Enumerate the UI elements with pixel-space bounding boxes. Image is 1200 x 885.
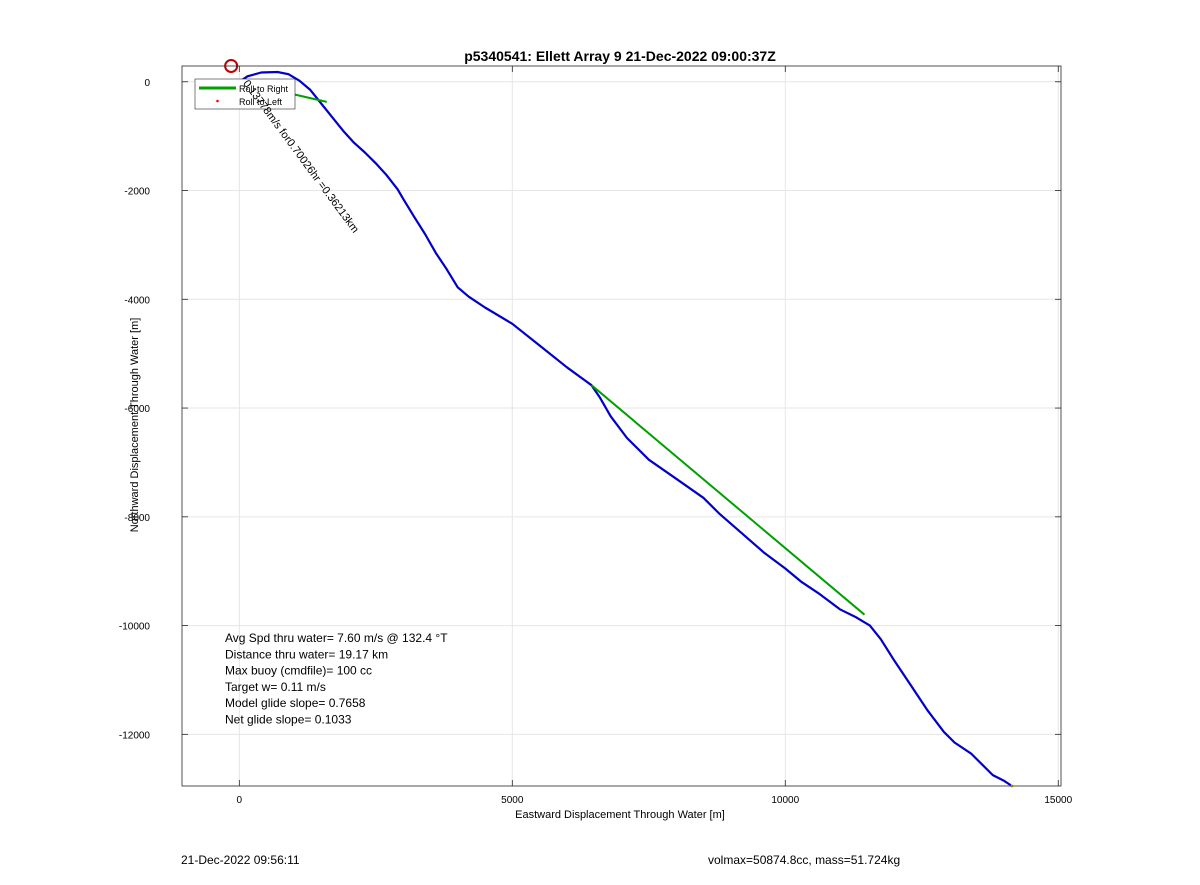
stats-line: Max buoy (cmdfile)= 100 cc	[225, 664, 372, 678]
x-tick-label: 10000	[771, 795, 799, 806]
y-tick-label: 0	[144, 78, 150, 89]
stats-line: Distance thru water= 19.17 km	[225, 647, 388, 661]
stats-line: Avg Spd thru water= 7.60 m/s @ 132.4 °T	[225, 631, 448, 645]
legend-box	[194, 78, 296, 110]
y-tick-label: -2000	[124, 187, 150, 198]
series-line-0	[238, 70, 1013, 787]
legend-swatch-roll-left	[216, 99, 219, 103]
stats-text: Avg Spd thru water= 7.60 m/s @ 132.4 °T D…	[225, 631, 448, 727]
y-tick-label: -4000	[124, 295, 150, 306]
x-axis-label: Eastward Displacement Through Water [m]	[515, 809, 725, 821]
tick-layer: 0 5000 10000 15000 0 -2000 -4000 -6000 -8000 -100…	[119, 66, 1073, 806]
y-axis-label: Northward Displacement Through Water [m]	[129, 318, 141, 533]
stats-line: Target w= 0.11 m/s	[225, 680, 326, 694]
legend: Roll to Right Roll to Left	[194, 78, 296, 110]
stats-line: Net glide slope= 0.1033	[225, 713, 352, 727]
x-tick-label: 0	[237, 795, 243, 806]
y-tick-label: -10000	[119, 622, 151, 633]
series-layer	[238, 70, 1013, 787]
annotation-layer: 0.13778m/s for0.70026hr =0.36213km	[240, 78, 361, 235]
x-tick-label: 15000	[1044, 795, 1072, 806]
chart-title: p5340541: Ellett Array 9 21-Dec-2022 09:…	[464, 48, 776, 64]
series-line-2	[590, 384, 866, 616]
footer-info: volmax=50874.8cc, mass=51.724kg	[708, 853, 901, 867]
stats-line: Model glide slope= 0.7658	[225, 696, 366, 710]
y-tick-label: -12000	[119, 730, 151, 741]
axes-frame	[181, 65, 1062, 787]
grid-lines	[182, 66, 1061, 786]
annotation-text: 0.13778m/s for0.70026hr =0.36213km	[240, 78, 361, 235]
x-tick-label: 5000	[501, 795, 524, 806]
legend-label-roll-right: Roll to Right	[239, 84, 289, 94]
y-tick-label: -6000	[124, 404, 150, 415]
legend-label-roll-left: Roll to Left	[239, 97, 283, 107]
marker-layer	[224, 59, 1014, 788]
y-tick-label: -8000	[124, 513, 150, 524]
footer-timestamp: 21-Dec-2022 09:56:11	[181, 853, 300, 867]
